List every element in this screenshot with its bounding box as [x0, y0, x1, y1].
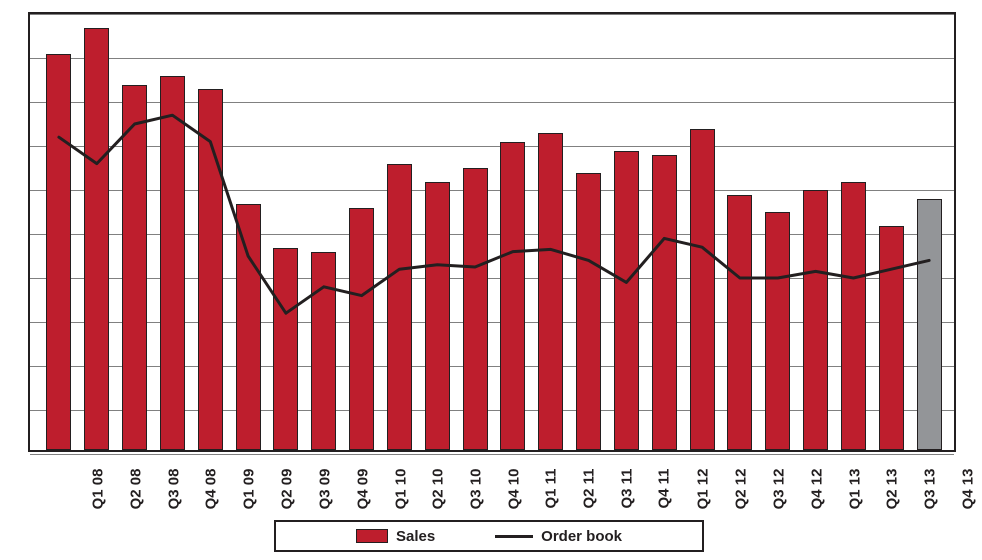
x-axis-label: Q1 09 [241, 469, 258, 510]
x-axis-label: Q3 13 [922, 469, 939, 510]
x-axis-label: Q3 12 [770, 469, 787, 510]
grid-line [30, 454, 954, 455]
legend-item: Order book [495, 528, 622, 545]
x-axis-label: Q3 10 [468, 469, 485, 510]
line-series [30, 14, 958, 454]
x-axis-label: Q2 12 [732, 469, 749, 510]
x-axis-label: Q1 11 [542, 469, 559, 509]
x-axis-label: Q4 11 [656, 469, 673, 509]
x-axis-label: Q2 10 [430, 469, 447, 510]
x-axis-label: Q2 09 [278, 469, 295, 510]
x-axis-label: Q4 10 [505, 469, 522, 510]
x-axis-label: Q4 09 [354, 469, 371, 510]
legend: Sales Order book [274, 520, 704, 552]
x-axis-label: Q2 08 [127, 469, 144, 510]
x-axis-label: Q2 13 [884, 469, 901, 510]
legend-label: Order book [541, 528, 622, 545]
legend-swatch [356, 529, 388, 543]
x-axis-label: Q3 08 [165, 469, 182, 510]
legend-label: Sales [396, 528, 435, 545]
x-axis-label: Q1 13 [846, 469, 863, 510]
legend-line-sample [495, 535, 533, 538]
chart-plot-area [28, 12, 956, 452]
x-axis-label: Q4 08 [203, 469, 220, 510]
x-axis-label: Q1 08 [89, 469, 106, 510]
x-axis-label: Q3 11 [618, 469, 635, 509]
x-axis-label: Q4 13 [959, 469, 976, 510]
legend-item: Sales [356, 528, 435, 545]
x-axis-label: Q4 12 [808, 469, 825, 510]
x-axis-label: Q1 12 [695, 469, 712, 510]
x-axis-label: Q2 11 [580, 469, 597, 509]
x-axis-label: Q3 09 [316, 469, 333, 510]
x-axis-label: Q1 10 [392, 469, 409, 510]
